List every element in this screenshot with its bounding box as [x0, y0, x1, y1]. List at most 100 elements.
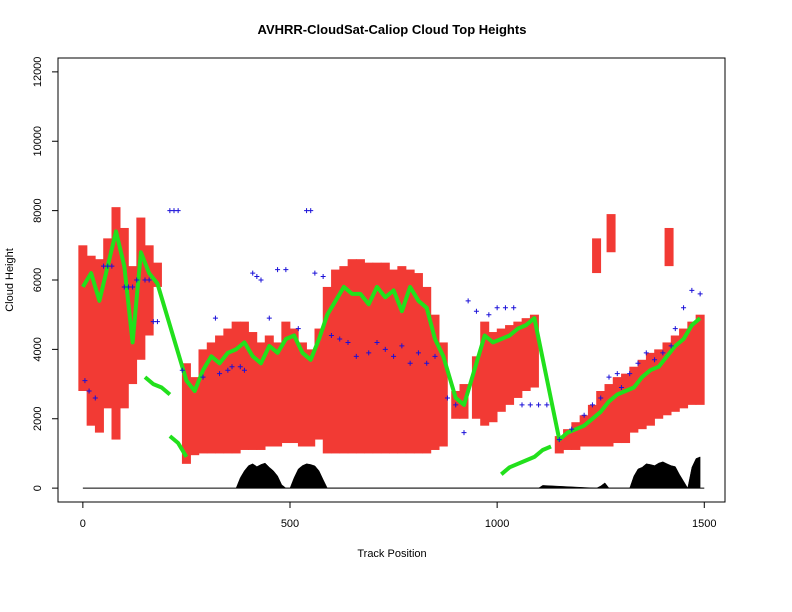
avhrr-point: [581, 412, 587, 418]
cloud-layer-bar: [86, 255, 96, 426]
avhrr-point: [146, 277, 152, 283]
cloud-layer-bar: [190, 377, 200, 456]
y-tick-label: 0: [32, 485, 44, 491]
cloud-layer-bar: [306, 349, 316, 447]
y-tick-label: 4000: [32, 337, 44, 361]
cloud-top-line: [143, 375, 172, 397]
avhrr-point: [536, 402, 542, 408]
avhrr-point: [681, 305, 687, 311]
avhrr-point: [598, 395, 604, 401]
avhrr-point: [643, 350, 649, 356]
avhrr-point: [250, 270, 256, 276]
cloud-layer-bar: [604, 384, 614, 447]
avhrr-point: [627, 371, 633, 377]
avhrr-point: [461, 430, 467, 436]
avhrr-point: [254, 274, 260, 280]
cloud-layer-bar: [596, 391, 606, 447]
avhrr-point: [366, 350, 372, 356]
avhrr-point: [494, 305, 500, 311]
cloud-layer-bar: [679, 328, 689, 409]
cloud-layer-bar: [364, 262, 374, 454]
cloud-layer-bar: [239, 321, 249, 450]
cloud-top-line: [81, 229, 702, 442]
y-tick-label: 6000: [32, 268, 44, 292]
cloud-layer-bar: [314, 328, 324, 440]
cloud-layer-bar: [297, 342, 307, 447]
cloud-layer-bar: [563, 429, 573, 450]
cloud-layer-bar: [496, 328, 506, 412]
avhrr-point: [217, 371, 223, 377]
cloud-layer-bar: [181, 363, 191, 464]
cloud-layer-bar: [198, 349, 208, 454]
avhrr-point: [328, 333, 334, 338]
avhrr-point: [614, 371, 620, 377]
cloud-layer-bar: [331, 269, 341, 454]
cloud-layer-bar: [289, 328, 299, 444]
avhrr-point: [308, 208, 314, 214]
avhrr-point: [382, 346, 388, 352]
cloud-top-line: [168, 434, 189, 458]
cloud-layer-bar: [662, 342, 672, 416]
cloud-layer-bar: [273, 342, 283, 447]
avhrr-point: [275, 267, 281, 273]
cloud-layer-bar: [223, 328, 233, 454]
avhrr-point: [511, 305, 517, 311]
cloud-layer-bar: [206, 342, 216, 454]
avhrr-point: [444, 395, 450, 401]
avhrr-point: [241, 367, 247, 373]
cloud-layer-bar: [136, 217, 146, 360]
avhrr-point: [453, 402, 459, 408]
cloud-layer-bar: [144, 245, 154, 336]
cloud-layer-bar: [355, 259, 365, 454]
cloud-layer-bar: [389, 269, 399, 454]
avhrr-point: [391, 353, 397, 359]
cloud-layer-bar: [571, 422, 581, 450]
y-axis-label: Cloud Height: [4, 248, 16, 312]
cloud-layer-bar: [347, 259, 357, 454]
x-tick-label: 1000: [485, 518, 509, 530]
cloud-layer-bar: [529, 314, 539, 388]
cloud-layer-bar: [152, 262, 162, 287]
y-tick-label: 8000: [32, 198, 44, 222]
y-tick-label: 12000: [32, 57, 44, 88]
avhrr-point: [225, 367, 231, 373]
cloud-layer-bar: [521, 318, 531, 391]
avhrr-point: [606, 374, 612, 380]
avhrr-point: [179, 367, 185, 373]
cloud-layer-bar: [103, 238, 113, 409]
y-axis: 0 2000 4000 6000 8000 10000 12000: [32, 57, 58, 491]
cloud-layer-bar: [111, 207, 121, 440]
avhrr-point: [618, 385, 624, 391]
avhrr-point: [399, 343, 405, 349]
cloud-layer-bar: [372, 262, 382, 454]
avhrr-point: [589, 402, 595, 408]
avhrr-point: [544, 402, 550, 408]
avhrr-point: [672, 326, 678, 332]
chart-title: AVHRR-CloudSat-Caliop Cloud Top Heights: [258, 22, 527, 37]
avhrr-point: [432, 353, 438, 359]
avhrr-point: [424, 360, 430, 366]
avhrr-point: [82, 378, 88, 384]
x-tick-label: 500: [281, 518, 299, 530]
cloud-layer-bar: [480, 321, 490, 426]
cloud-layer-bar: [471, 356, 481, 419]
avhrr-point: [134, 277, 140, 283]
x-tick-label: 0: [80, 518, 86, 530]
cloud-layer-bar: [664, 227, 674, 267]
cloud-layer-bar: [322, 286, 332, 454]
avhrr-point: [502, 305, 508, 311]
x-axis: 0 500 1000 1500: [80, 502, 717, 530]
avhrr-point: [229, 364, 235, 370]
cloud-layer-bar: [430, 314, 440, 450]
cloud-layer-bar: [438, 342, 448, 447]
avhrr-point: [92, 395, 98, 401]
avhrr-point: [212, 315, 218, 321]
cloud-layer-bar: [629, 366, 639, 433]
cloud-layer-bar: [513, 321, 523, 398]
avhrr-point: [283, 267, 289, 273]
avhrr-point: [353, 353, 359, 359]
cloud-layer-bar: [637, 359, 647, 430]
avhrr-point: [312, 270, 318, 276]
cloud-layer-bar: [78, 245, 88, 391]
avhrr-point: [465, 298, 471, 304]
